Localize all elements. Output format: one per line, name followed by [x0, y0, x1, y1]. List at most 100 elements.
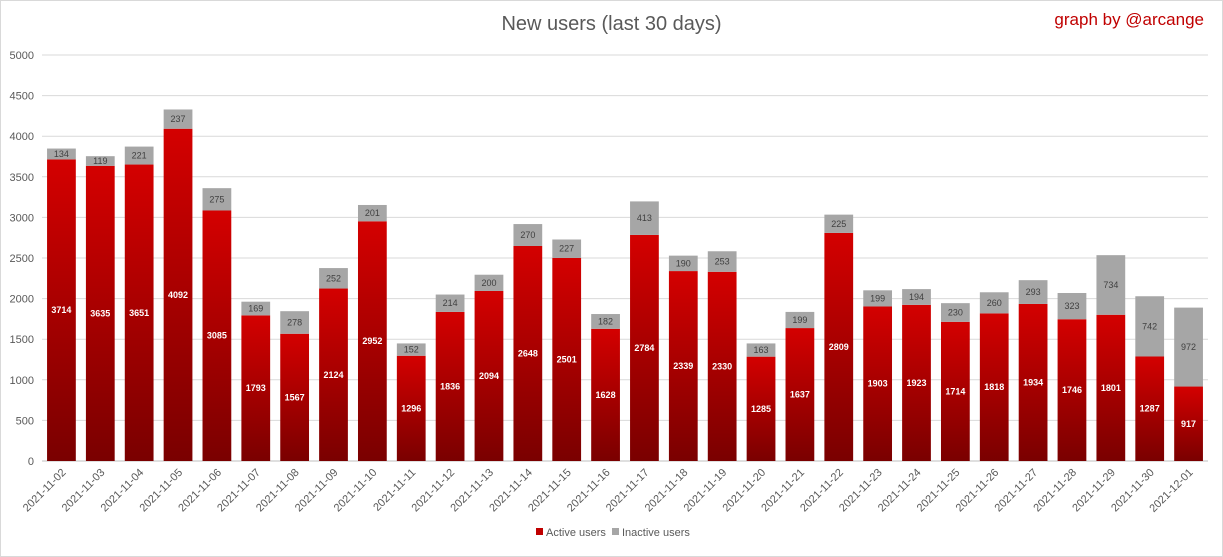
data-label-inactive: 134: [54, 149, 69, 159]
bar-active: [202, 210, 232, 461]
bar-active: [1135, 356, 1165, 461]
bar-inactive: [241, 301, 271, 316]
bar-inactive: [1174, 307, 1203, 387]
bar-inactive: [396, 343, 426, 356]
data-label-active: 1923: [906, 378, 926, 388]
bar-active: [630, 234, 659, 461]
bar-inactive: [319, 268, 348, 289]
data-label-active: 1746: [1062, 385, 1082, 395]
bar-inactive: [785, 311, 815, 329]
bar-active: [319, 288, 348, 461]
data-label-inactive: 200: [481, 278, 496, 288]
data-label-inactive: 221: [132, 151, 147, 161]
bar-inactive: [746, 343, 776, 357]
data-label-inactive: 413: [637, 213, 652, 223]
data-label-inactive: 260: [987, 298, 1002, 308]
bar-active: [824, 232, 854, 461]
data-label-active: 1296: [401, 403, 421, 413]
data-label-active: 1818: [984, 382, 1004, 392]
bar-active: [668, 271, 698, 461]
bar-inactive: [124, 146, 154, 165]
data-label-active: 1285: [751, 404, 771, 414]
bar-active: [940, 321, 970, 461]
y-tick-label: 4500: [10, 91, 34, 103]
data-label-active: 2952: [362, 336, 382, 346]
bar-inactive: [1135, 296, 1165, 357]
bar-inactive: [630, 201, 659, 235]
data-label-inactive: 199: [792, 315, 807, 325]
chart-title: New users (last 30 days): [501, 13, 722, 35]
bar-inactive: [85, 156, 115, 166]
data-label-inactive: 270: [520, 230, 535, 240]
data-label-active: 1793: [246, 383, 266, 393]
bar-active: [552, 257, 582, 461]
y-tick-label: 2500: [10, 253, 34, 265]
data-label-inactive: 734: [1103, 280, 1118, 290]
bar-inactive: [863, 290, 893, 307]
bar-active: [1096, 314, 1126, 461]
data-label-inactive: 199: [870, 293, 885, 303]
bar-inactive: [940, 303, 970, 322]
bar-inactive: [435, 294, 465, 312]
data-label-active: 1628: [596, 390, 616, 400]
bar-inactive: [902, 289, 931, 305]
data-label-active: 917: [1181, 419, 1196, 429]
bar-active: [591, 328, 620, 461]
data-label-active: 2330: [712, 361, 732, 371]
data-label-inactive: 119: [93, 156, 107, 166]
bar-inactive: [357, 204, 387, 222]
bar-active: [396, 355, 426, 461]
legend-label: Active users: [546, 527, 606, 539]
y-tick-label: 2000: [10, 294, 34, 306]
data-label-active: 3085: [207, 331, 227, 341]
bar-inactive: [707, 251, 737, 272]
y-tick-label: 5000: [10, 50, 34, 62]
data-label-inactive: 237: [171, 114, 186, 124]
data-label-inactive: 275: [209, 194, 224, 204]
y-tick-label: 3500: [10, 172, 34, 184]
data-label-inactive: 227: [559, 244, 574, 254]
bar-active: [474, 290, 504, 461]
legend-swatch: [612, 528, 619, 535]
bar-active: [1174, 386, 1203, 461]
bar-inactive: [1057, 292, 1087, 320]
bar-active: [124, 164, 154, 461]
bar-inactive: [474, 274, 504, 291]
data-label-inactive: 194: [909, 292, 924, 302]
bar-active: [785, 328, 815, 461]
y-tick-label: 1000: [10, 375, 34, 387]
bar-active: [746, 356, 776, 461]
data-label-inactive: 323: [1064, 301, 1079, 311]
data-label-inactive: 214: [443, 298, 458, 308]
data-label-active: 4092: [168, 290, 188, 300]
data-label-inactive: 225: [831, 219, 846, 229]
data-label-active: 3651: [129, 308, 149, 318]
y-tick-label: 4000: [10, 131, 34, 143]
bar-active: [979, 313, 1009, 461]
data-label-active: 2094: [479, 371, 499, 381]
data-label-inactive: 278: [287, 317, 302, 327]
data-label-inactive: 169: [248, 304, 263, 314]
data-label-inactive: 182: [598, 316, 613, 326]
bar-active: [47, 159, 76, 461]
bar-inactive: [1018, 280, 1048, 304]
y-tick-label: 3000: [10, 212, 34, 224]
bar-inactive: [979, 292, 1009, 314]
legend-label: Inactive users: [622, 527, 690, 539]
legend-swatch: [536, 528, 543, 535]
y-tick-label: 500: [16, 415, 34, 427]
data-label-active: 2124: [323, 370, 343, 380]
bar-inactive: [163, 109, 193, 129]
y-tick-label: 1500: [10, 334, 34, 346]
bar-active: [163, 128, 193, 461]
bar-active: [707, 271, 737, 461]
data-label-inactive: 253: [715, 257, 730, 267]
data-label-active: 1903: [868, 379, 888, 389]
bar-inactive: [202, 188, 232, 211]
y-tick-label: 0: [28, 456, 34, 468]
bar-inactive: [280, 311, 310, 334]
bar-active: [863, 306, 893, 461]
data-label-inactive: 190: [676, 258, 691, 268]
data-label-active: 1801: [1101, 383, 1121, 393]
